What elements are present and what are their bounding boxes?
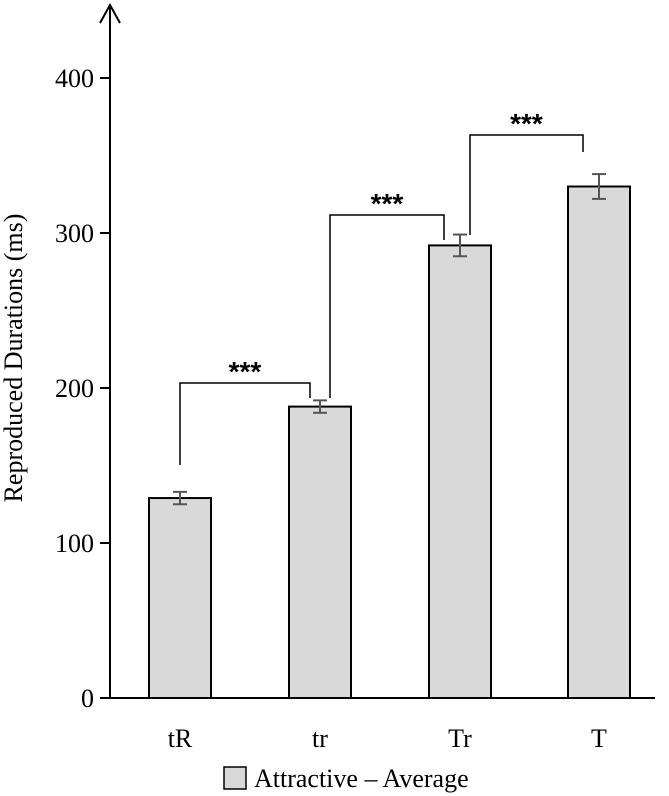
x-tick-label: tR <box>168 724 193 753</box>
significance-label: *** <box>229 356 262 387</box>
y-axis: 0 100 200 300 400 <box>55 2 121 713</box>
y-tick-label: 0 <box>81 684 94 713</box>
x-axis: tR tr Tr T <box>110 697 655 753</box>
bar <box>288 405 352 699</box>
bar <box>428 244 492 699</box>
legend: Attractive – Average <box>223 764 469 793</box>
bar <box>148 497 212 699</box>
y-tick-label: 400 <box>55 64 94 93</box>
y-axis-arrow <box>99 2 121 24</box>
x-tick-label: Tr <box>448 724 472 753</box>
y-tick-label: 300 <box>55 219 94 248</box>
significance-bracket <box>329 214 445 398</box>
error-bars <box>173 173 606 506</box>
y-tick-label: 100 <box>55 529 94 558</box>
significance-brackets: *** *** *** <box>179 108 584 465</box>
legend-swatch <box>223 766 247 790</box>
y-axis-label: Reproduced Durations (ms) <box>0 214 28 503</box>
bar <box>567 185 631 699</box>
y-tick-label: 200 <box>55 374 94 403</box>
significance-label: *** <box>510 108 543 139</box>
significance-bracket <box>469 134 584 235</box>
x-tick-label: tr <box>312 724 328 753</box>
legend-label: Attractive – Average <box>254 764 469 793</box>
significance-label: *** <box>371 188 404 219</box>
x-tick-label: T <box>591 724 607 753</box>
significance-bracket <box>179 382 311 465</box>
bars <box>148 185 631 699</box>
